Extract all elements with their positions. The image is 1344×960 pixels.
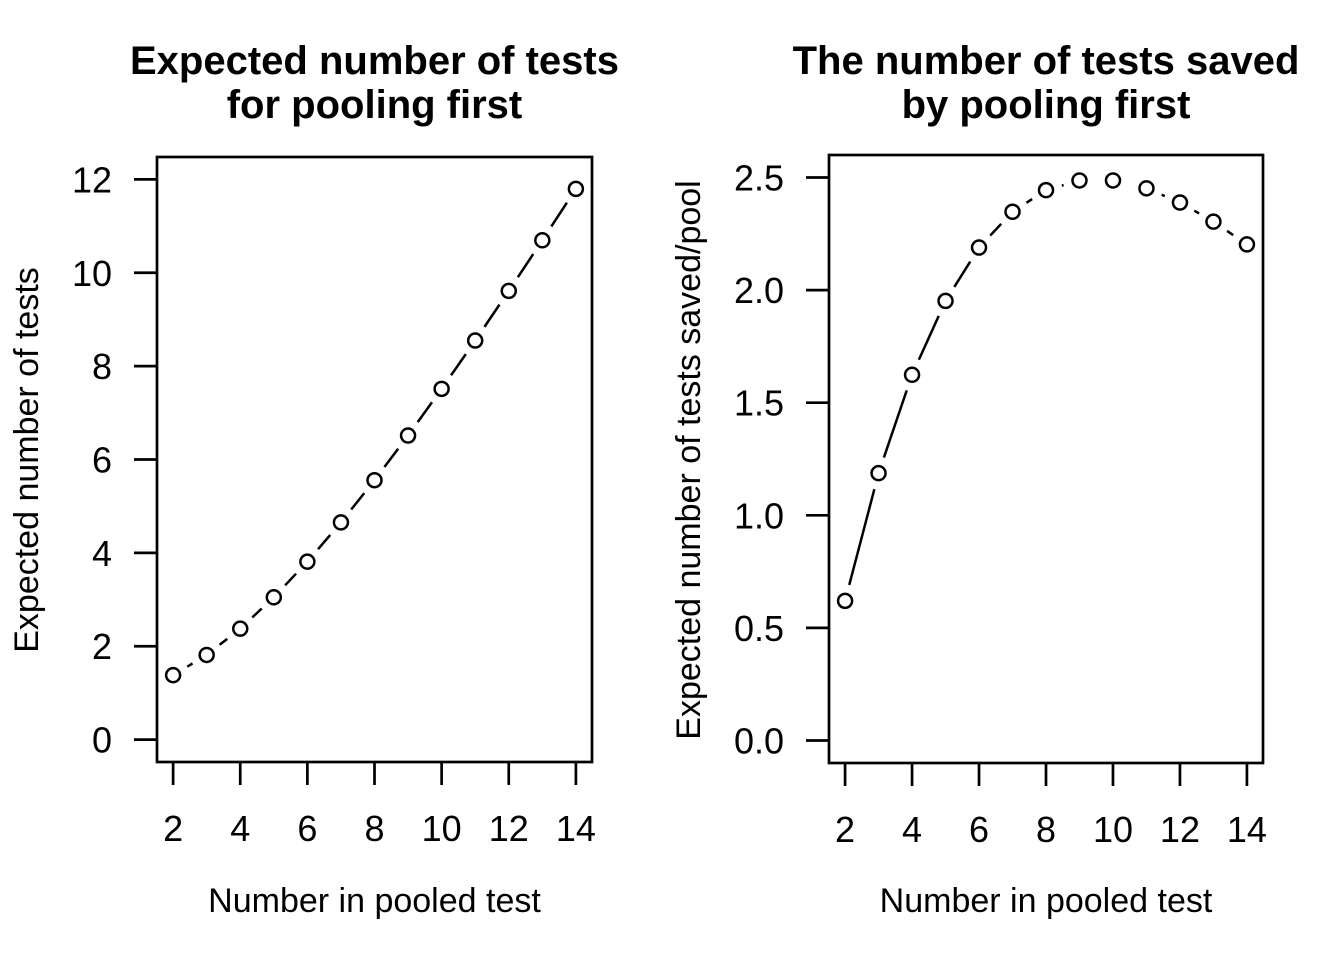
x-tick-label: 10 [1093,809,1133,850]
line-segment [516,253,535,278]
y-tick-label: 4 [92,533,112,574]
line-segment [1193,209,1200,215]
line-segment [416,401,434,423]
left-plot-box [155,155,594,764]
data-point [937,292,954,310]
right-plot-x-ticks: 2 4 6 8 10 12 14 [835,763,1267,850]
y-tick-label: 2.0 [734,270,784,311]
x-tick-label: 2 [163,808,183,849]
line-segment [1226,229,1234,237]
x-tick-label: 6 [297,808,317,849]
left-plot-title-line-1: Expected number of tests [130,39,619,83]
data-point [231,620,249,637]
data-point [1238,236,1256,253]
right-plot-y-axis-label: Expected number of tests saved/pool [670,180,708,739]
y-tick-label: 1.0 [734,495,784,536]
y-tick-label: 12 [72,159,112,200]
line-segment [350,492,366,511]
x-tick-label: 14 [1227,809,1267,850]
data-point [433,380,450,398]
left-plot-x-axis-label: Number in pooled test [208,882,541,920]
data-point [534,232,551,249]
right-plot-title-line-2: by pooling first [902,83,1191,127]
y-tick-label: 0.0 [734,720,784,761]
data-point [500,282,518,300]
line-segment [550,202,568,228]
line-segment [483,303,501,328]
y-tick-label: 6 [92,440,112,481]
line-segment [383,447,400,468]
x-tick-label: 12 [1160,809,1200,850]
y-tick-label: 0.5 [734,608,784,649]
line-segment [989,222,1003,237]
y-tick-label: 2.5 [734,158,784,199]
right-plot-title-line-1: The number of tests saved [793,39,1300,83]
line-segment [1025,198,1033,204]
left-plot-panel: Expected number of tests for pooling fir… [8,39,619,920]
line-segment [953,260,972,288]
x-tick-label: 2 [835,809,855,850]
data-point [1037,181,1055,199]
data-point [870,464,887,482]
y-tick-label: 1.5 [734,383,784,424]
x-tick-label: 8 [1036,809,1056,850]
data-point [299,553,316,570]
line-segment [317,534,332,550]
y-tick-label: 2 [92,626,112,667]
data-point [836,592,854,610]
data-point [164,666,182,684]
data-point [1138,180,1155,197]
line-segment [218,637,229,646]
line-segment [450,353,467,377]
data-point [567,180,585,198]
right-plot-box [827,153,1265,765]
y-tick-label: 0 [92,720,112,761]
right-plot-y-ticks: 0.0 0.5 1.0 1.5 2.0 2.5 [734,158,829,761]
y-tick-label: 10 [72,253,112,294]
data-point [1104,172,1122,189]
x-tick-label: 6 [969,809,989,850]
x-tick-label: 14 [556,808,596,849]
data-point [332,514,350,531]
x-tick-label: 10 [422,808,462,849]
right-plot-series [836,172,1256,610]
line-segment [848,488,876,586]
data-point [466,332,484,349]
data-point [399,427,417,444]
left-plot-y-ticks: 0 2 4 6 8 10 12 [72,159,157,761]
data-point [265,589,283,606]
data-point [366,471,383,489]
line-segment [1061,183,1064,187]
data-point [1071,172,1088,189]
line-segment [917,315,940,361]
data-point [1171,194,1189,211]
data-point [198,646,215,664]
data-point [1205,213,1222,230]
line-segment [186,662,194,668]
x-tick-label: 12 [489,808,529,849]
x-tick-label: 4 [230,808,250,849]
line-segment [1161,193,1166,198]
line-segment [882,389,908,458]
x-tick-label: 8 [364,808,384,849]
left-plot-x-ticks: 2 4 6 8 10 12 14 [163,762,596,849]
line-segment [251,607,263,619]
data-point [970,239,988,256]
x-tick-label: 4 [902,809,922,850]
data-point [1004,203,1021,220]
y-tick-label: 8 [92,346,112,387]
left-plot-title-line-2: for pooling first [227,83,523,127]
line-segment [284,572,297,587]
left-plot-series [164,180,585,684]
data-point [903,366,921,384]
right-plot-panel: The number of tests saved by pooling fir… [670,39,1299,920]
right-plot-x-axis-label: Number in pooled test [880,882,1213,920]
left-plot-y-axis-label: Expected number of tests [8,267,46,653]
